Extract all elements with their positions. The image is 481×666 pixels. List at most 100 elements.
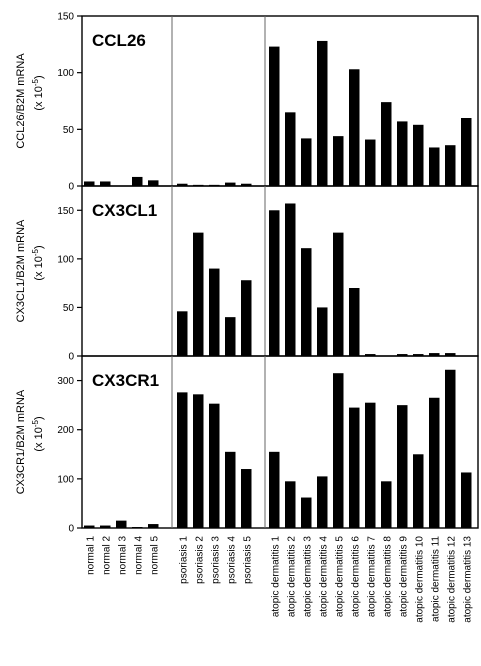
- y-axis-label: CCL26/B2M mRNA: [15, 53, 27, 149]
- bar: [349, 288, 360, 356]
- x-category-label: normal 5: [149, 536, 160, 575]
- bar: [225, 451, 236, 528]
- y-axis-label: CX3CR1/B2M mRNA: [15, 389, 27, 494]
- x-category-label: atopic dermatitis 1: [270, 536, 281, 618]
- bar: [241, 183, 252, 186]
- bar: [397, 121, 408, 186]
- panel-title: CCL26: [92, 31, 146, 50]
- bar: [285, 112, 296, 186]
- y-axis-label: CX3CL1/B2M mRNA: [15, 219, 27, 322]
- bar: [381, 481, 392, 528]
- x-category-label: normal 1: [85, 536, 96, 575]
- bar: [225, 182, 236, 186]
- panel-title: CX3CR1: [92, 371, 159, 390]
- y-unit-exponent: -5: [31, 249, 40, 257]
- bar: [381, 102, 392, 186]
- bar: [269, 46, 280, 186]
- bar: [429, 353, 440, 356]
- y-unit-exponent: -5: [31, 420, 40, 428]
- x-category-label: normal 3: [117, 536, 128, 575]
- bar: [365, 402, 376, 528]
- bar: [317, 476, 328, 528]
- bar: [285, 481, 296, 528]
- y-tick-label: 150: [57, 12, 74, 23]
- y-tick-label: 100: [57, 254, 74, 265]
- x-category-label: atopic dermatitis 13: [462, 536, 473, 623]
- bar: [209, 268, 220, 356]
- bar: [100, 525, 111, 528]
- bar: [349, 407, 360, 528]
- bar: [397, 354, 408, 356]
- bar: [100, 181, 111, 186]
- x-category-label: psoriasis 1: [178, 536, 189, 584]
- x-category-label: atopic dermatitis 5: [334, 536, 345, 618]
- bar: [397, 405, 408, 528]
- x-category-label: psoriasis 4: [226, 536, 237, 584]
- x-category-label: atopic dermatitis 10: [414, 536, 425, 623]
- bar: [301, 248, 312, 356]
- bar: [429, 397, 440, 528]
- bar: [209, 403, 220, 528]
- bar: [365, 354, 376, 356]
- x-category-label: atopic dermatitis 7: [366, 536, 377, 618]
- bar: [132, 527, 143, 528]
- bar: [333, 232, 344, 356]
- y-tick-label: 100: [57, 474, 74, 485]
- bar: [132, 176, 143, 186]
- y-tick-label: 300: [57, 376, 74, 387]
- bar: [445, 145, 456, 186]
- bar: [193, 232, 204, 356]
- bar: [116, 520, 127, 528]
- x-category-label: psoriasis 2: [194, 536, 205, 584]
- bar: [269, 210, 280, 356]
- bar: [413, 124, 424, 186]
- bar: [193, 394, 204, 528]
- panel-frame: [81, 355, 479, 529]
- x-category-label: atopic dermatitis 2: [286, 536, 297, 618]
- x-category-label: atopic dermatitis 3: [302, 536, 313, 618]
- x-category-label: atopic dermatitis 6: [350, 536, 361, 618]
- bar: [177, 311, 188, 356]
- bar: [413, 454, 424, 528]
- y-tick-label: 100: [57, 68, 74, 79]
- bar: [365, 139, 376, 186]
- bar: [445, 353, 456, 356]
- bar: [317, 307, 328, 356]
- bar: [333, 373, 344, 528]
- y-axis-unit: (x 10-5): [31, 75, 45, 110]
- bar: [225, 317, 236, 356]
- bar: [148, 524, 159, 528]
- bar: [445, 369, 456, 528]
- bar: [177, 183, 188, 186]
- x-category-label: psoriasis 3: [210, 536, 221, 584]
- y-axis-unit: (x 10-5): [31, 245, 45, 280]
- bar: [148, 180, 159, 186]
- y-tick-label: 50: [63, 303, 75, 314]
- y-unit-prefix: (x 10: [33, 256, 45, 280]
- y-unit-suffix: ): [33, 245, 45, 249]
- bar: [301, 138, 312, 186]
- bar: [177, 392, 188, 528]
- bar: [241, 469, 252, 528]
- x-category-label: normal 2: [101, 536, 112, 575]
- y-axis-unit: (x 10-5): [31, 416, 45, 451]
- y-tick-label: 150: [57, 206, 74, 217]
- bar: [269, 451, 280, 528]
- x-category-label: atopic dermatitis 12: [446, 536, 457, 623]
- x-category-label: normal 4: [133, 536, 144, 575]
- bar: [461, 472, 472, 528]
- bar: [333, 136, 344, 186]
- bar: [84, 525, 95, 528]
- y-tick-label: 0: [68, 524, 74, 535]
- y-tick-label: 0: [68, 352, 74, 363]
- x-category-label: atopic dermatitis 11: [430, 536, 441, 622]
- x-category-label: atopic dermatitis 4: [318, 536, 329, 618]
- y-unit-suffix: ): [33, 75, 45, 79]
- bar: [301, 497, 312, 528]
- bar: [317, 40, 328, 186]
- y-unit-prefix: (x 10: [33, 86, 45, 110]
- y-tick-label: 0: [68, 182, 74, 193]
- y-tick-label: 200: [57, 425, 74, 436]
- bar: [84, 181, 95, 186]
